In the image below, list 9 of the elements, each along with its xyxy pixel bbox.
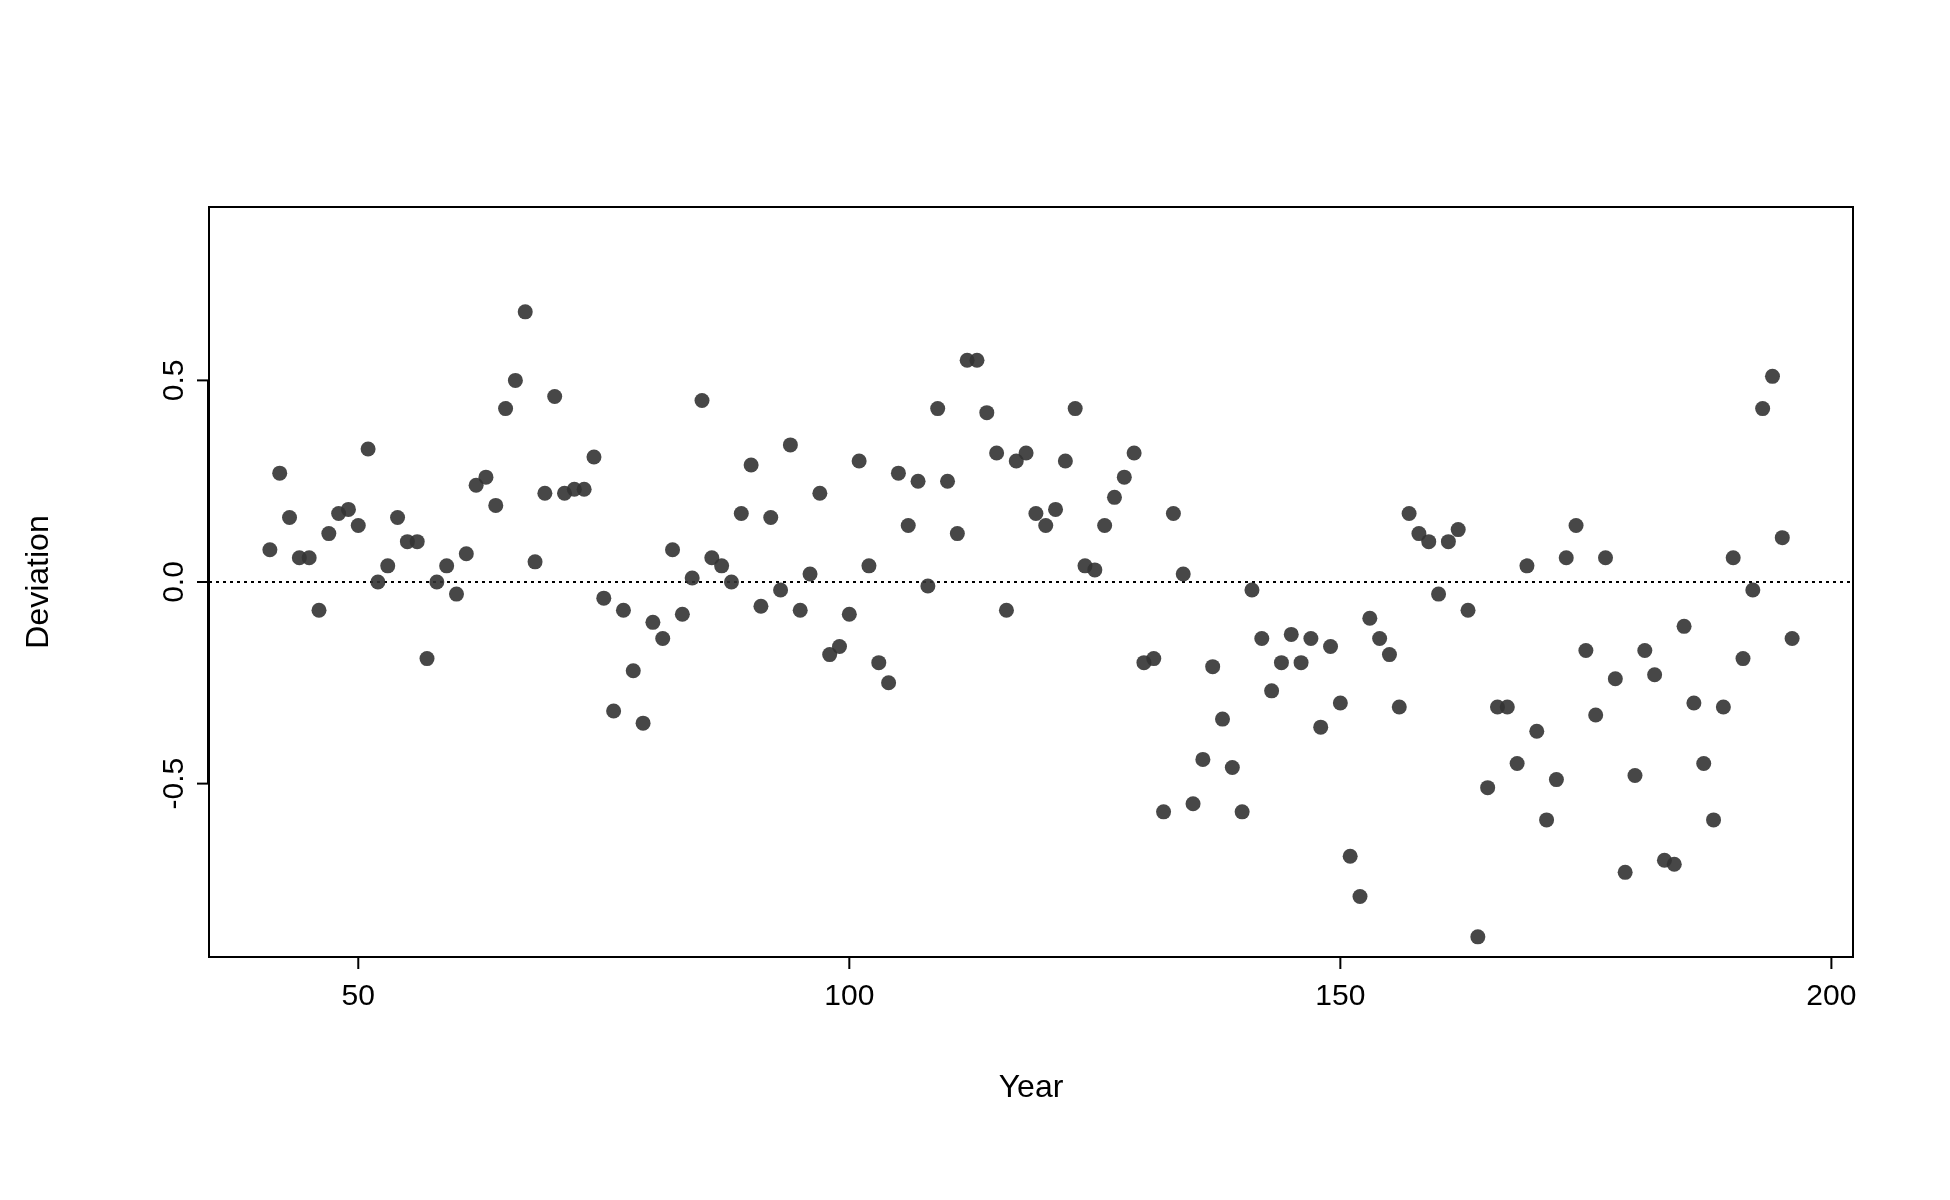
y-tick-label: 0.5 bbox=[156, 359, 189, 402]
y-tick-label: 0.0 bbox=[156, 561, 189, 603]
x-tick-label: 50 bbox=[341, 978, 375, 1011]
x-tick-label: 200 bbox=[1806, 978, 1857, 1011]
y-tick-label: -0.5 bbox=[156, 757, 189, 810]
x-tick-label: 100 bbox=[824, 978, 875, 1011]
x-axis-title: Year bbox=[998, 1068, 1064, 1104]
y-axis-title: Deviation bbox=[19, 515, 55, 649]
x-tick-label: 150 bbox=[1315, 978, 1366, 1011]
